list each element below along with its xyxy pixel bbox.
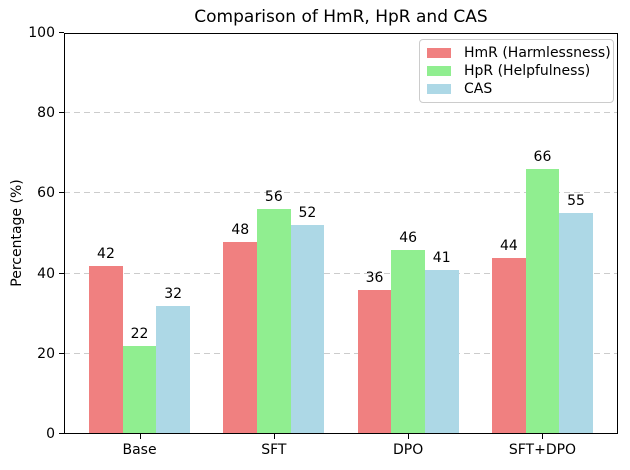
y-tick-label: 40 [37, 265, 55, 282]
legend: HmR (Harmlessness) HpR (Helpfulness) CAS [419, 39, 614, 103]
x-tick-label-SFT: SFT [261, 442, 287, 458]
x-tick-label-SFT+DPO: SFT+DPO [508, 442, 577, 458]
bar-SFT-HmR (Harmlessness) [223, 241, 258, 434]
y-tick-mark [59, 192, 64, 194]
bar-DPO-HmR (Harmlessness) [357, 289, 392, 434]
plot-area: HmR (Harmlessness) HpR (Helpfulness) CAS 0… [28, 26, 618, 457]
x-tick-label-DPO: DPO [393, 442, 424, 458]
gridline-y20 [64, 352, 618, 354]
bar-value-label: 22 [130, 325, 149, 342]
x-tick-mark [273, 434, 275, 439]
bar-value-label: 32 [164, 285, 183, 302]
y-tick-label: 0 [46, 426, 55, 442]
y-tick-mark [59, 272, 64, 274]
x-tick-mark [139, 434, 141, 439]
gridline-y40 [64, 272, 618, 274]
bar-value-label: 36 [365, 269, 384, 286]
y-tick-mark [59, 32, 64, 33]
bar-value-label: 44 [499, 237, 518, 254]
legend-label: HmR (Harmlessness) [464, 45, 611, 61]
bar-Base-HmR (Harmlessness) [89, 265, 123, 434]
bar-SFT+DPO-CAS [559, 213, 593, 434]
legend-label: CAS [464, 81, 493, 97]
y-tick-mark [59, 352, 64, 354]
chart-title: Comparison of HmR, HpR and CAS [194, 7, 488, 27]
bar-DPO-HpR (Helpfulness) [391, 249, 425, 434]
y-tick-label: 20 [37, 345, 55, 362]
legend-item: CAS [420, 82, 613, 96]
bar-SFT+DPO-HpR (Helpfulness) [525, 169, 560, 434]
bar-value-label: 52 [298, 205, 317, 222]
bar-value-label: 46 [399, 229, 418, 246]
x-tick-label-Base: Base [122, 442, 157, 458]
y-axis-label: Percentage (%) [9, 179, 25, 287]
bar-Base-HpR (Helpfulness) [122, 345, 157, 434]
bar-value-label: 66 [533, 149, 552, 166]
y-tick-mark [59, 112, 64, 114]
legend-item: HpR (Helpfulness) [420, 64, 613, 78]
bar-DPO-CAS [424, 269, 459, 434]
y-tick-label: 100 [28, 25, 55, 41]
y-tick-label: 80 [37, 105, 55, 122]
x-tick-mark [408, 434, 410, 439]
gridline-y80 [64, 112, 618, 114]
bar-value-label: 42 [97, 245, 115, 262]
legend-label: HpR (Helpfulness) [464, 63, 591, 79]
legend-swatch-icon [427, 48, 451, 58]
y-tick-label: 60 [37, 185, 55, 202]
bar-Base-CAS [156, 305, 190, 434]
bar-SFT-HpR (Helpfulness) [257, 209, 291, 434]
gridline-y60 [64, 192, 618, 194]
legend-swatch-icon [427, 66, 451, 76]
bar-SFT-CAS [290, 225, 325, 434]
y-tick-mark [59, 433, 64, 434]
bar-SFT+DPO-HmR (Harmlessness) [492, 257, 526, 434]
bar-value-label: 48 [231, 221, 250, 238]
bar-value-label: 41 [432, 249, 451, 266]
legend-swatch-icon [427, 84, 451, 94]
bar-value-label: 55 [567, 193, 585, 210]
bar-value-label: 56 [264, 189, 283, 206]
x-tick-mark [542, 434, 544, 439]
legend-item: HmR (Harmlessness) [420, 46, 613, 60]
